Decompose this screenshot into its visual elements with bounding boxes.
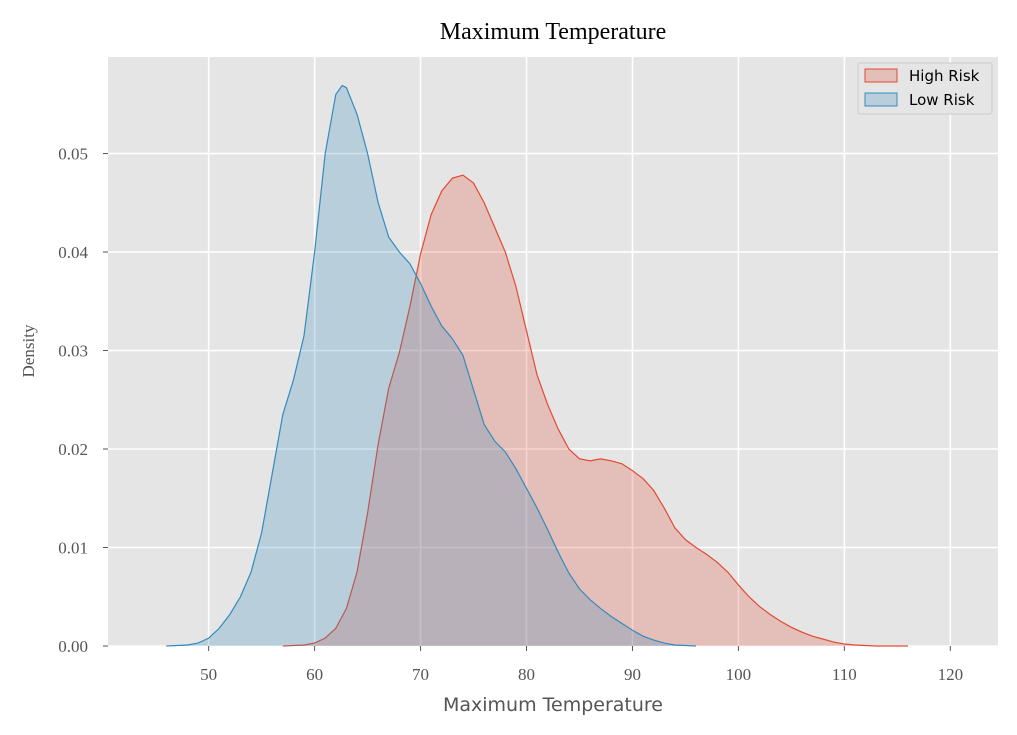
density-line-low-risk (166, 84, 697, 647)
y-tick-label-1: 0.01 (58, 539, 88, 558)
x-tick-label-6: 110 (832, 665, 857, 684)
legend-label-low-risk: Low Risk (909, 91, 975, 109)
y-tick-label-0: 0.00 (58, 637, 88, 656)
y-tick-label-4: 0.04 (58, 243, 88, 262)
y-tick-label-3: 0.03 (58, 342, 88, 361)
legend-box (857, 62, 993, 115)
x-tick-label-0: 50 (200, 665, 217, 684)
x-tick-label-3: 80 (518, 665, 535, 684)
legend-swatch-high-risk (864, 68, 898, 83)
x-tick-label-2: 70 (412, 665, 429, 684)
x-tick-label-1: 60 (306, 665, 323, 684)
density-area-high-risk (282, 175, 908, 646)
legend-label-high-risk: High Risk (909, 67, 980, 85)
y-tick-label-5: 0.05 (58, 145, 88, 164)
series-layer (166, 84, 908, 647)
x-tick-label-4: 90 (624, 665, 641, 684)
density-area-low-risk (166, 85, 697, 646)
legend-swatch-low-risk (864, 92, 898, 107)
chart-title: Maximum Temperature (440, 19, 666, 45)
axes: 50 60 70 80 90 100 110 120 0.00 0.01 0.02 0.03 0.04 0… (58, 145, 963, 684)
legend: High Risk Low Risk (857, 62, 993, 115)
x-tick-label-7: 120 (938, 665, 964, 684)
grid (108, 57, 998, 647)
x-tick-label-5: 100 (726, 665, 752, 684)
x-axis-label: Maximum Temperature (443, 694, 663, 716)
y-axis-label: Density (19, 324, 38, 377)
y-tick-label-2: 0.02 (58, 440, 88, 459)
density-line-high-risk (282, 174, 908, 647)
